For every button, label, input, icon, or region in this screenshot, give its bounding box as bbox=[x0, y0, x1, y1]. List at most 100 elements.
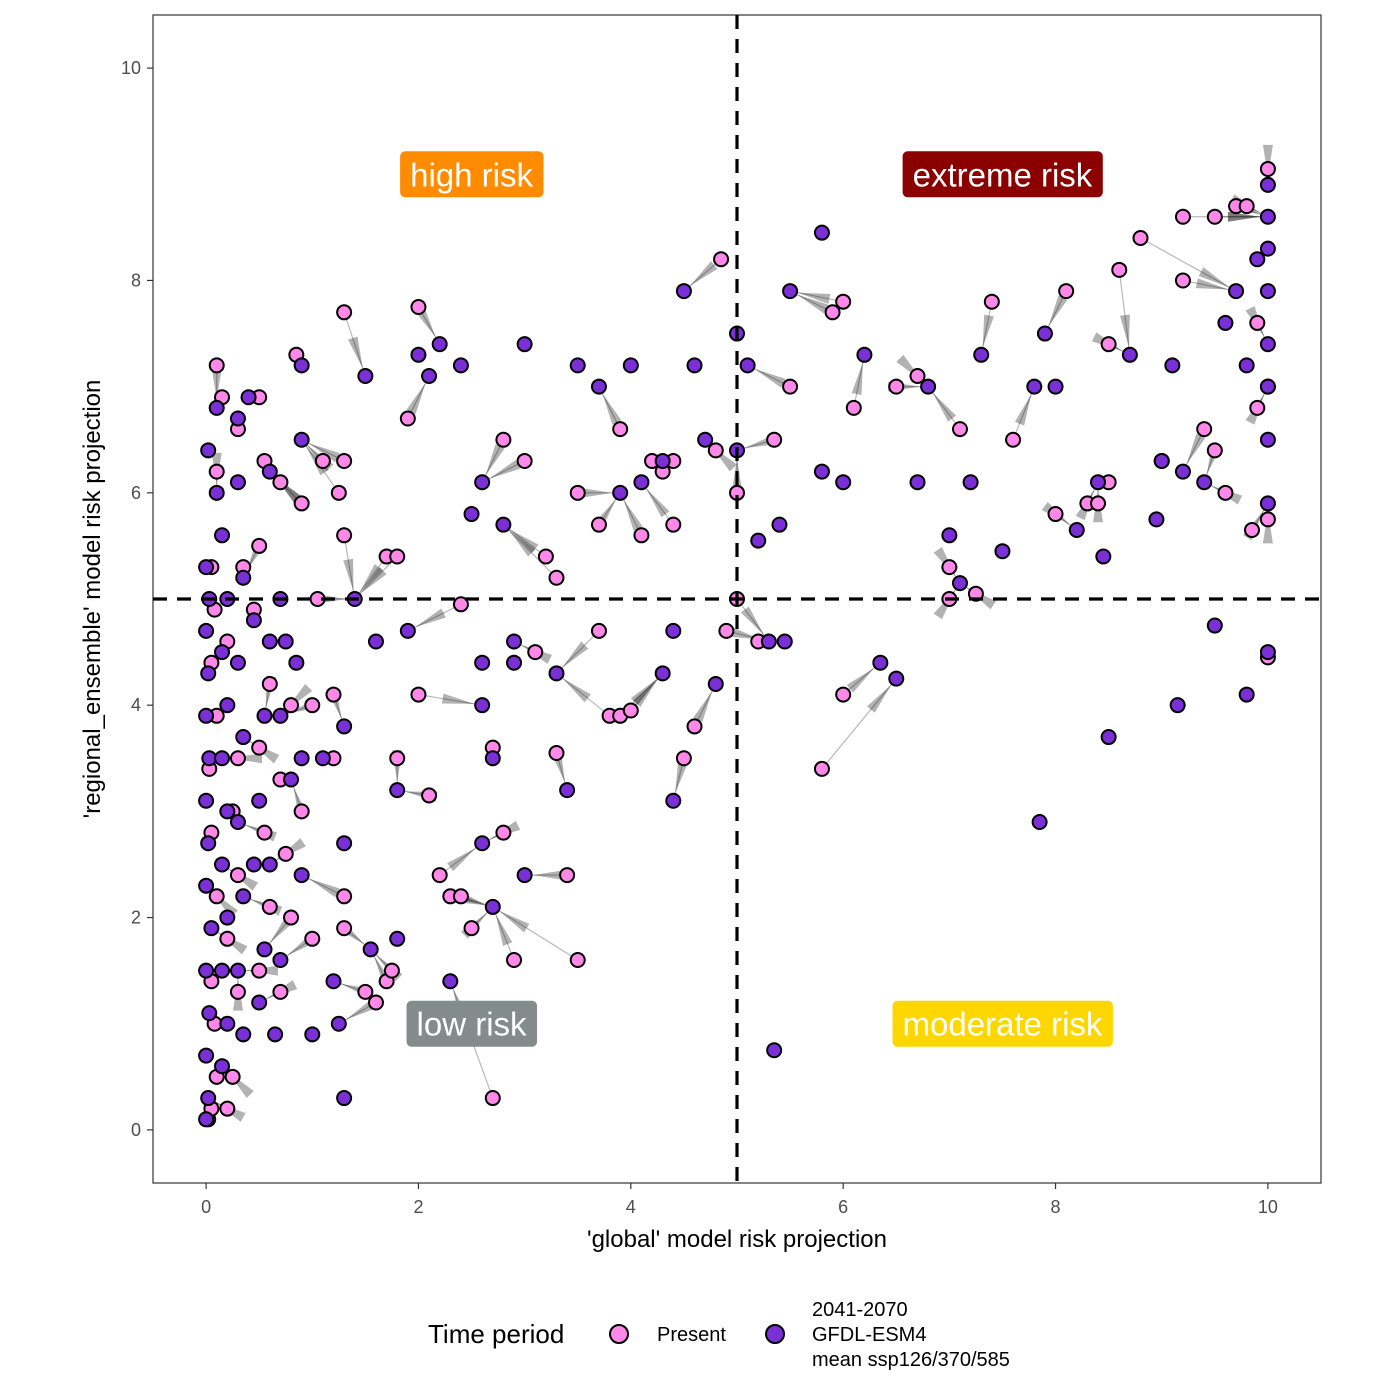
change-arrow-head bbox=[562, 678, 591, 703]
point-present bbox=[208, 463, 225, 480]
change-arrow-head bbox=[754, 368, 786, 388]
point-future bbox=[229, 813, 246, 830]
point-present bbox=[1206, 208, 1223, 225]
point-present bbox=[590, 516, 607, 533]
point-future bbox=[951, 575, 968, 592]
point-future bbox=[771, 516, 788, 533]
point-future bbox=[776, 633, 793, 650]
change-arrow-line bbox=[502, 524, 557, 579]
change-arrow-head bbox=[1119, 314, 1130, 347]
point-present bbox=[314, 452, 331, 469]
point-future bbox=[251, 792, 268, 809]
point-present bbox=[219, 1100, 236, 1117]
point-future bbox=[389, 930, 406, 947]
point-present bbox=[304, 697, 321, 714]
point-future bbox=[675, 283, 692, 300]
change-arrow-head bbox=[499, 911, 530, 933]
point-present bbox=[559, 867, 576, 884]
point-future bbox=[293, 357, 310, 374]
point-future bbox=[214, 644, 231, 661]
change-arrow-head bbox=[632, 679, 658, 707]
point-future bbox=[1047, 378, 1064, 395]
point-future bbox=[872, 654, 889, 671]
change-arrow-head bbox=[360, 567, 387, 594]
change-arrow-head bbox=[441, 693, 475, 704]
point-present bbox=[336, 888, 353, 905]
change-arrow-head bbox=[347, 336, 363, 369]
point-future bbox=[856, 346, 873, 363]
point-future bbox=[219, 803, 236, 820]
point-future bbox=[1068, 521, 1085, 538]
data-points bbox=[198, 160, 1276, 1128]
point-future bbox=[1259, 336, 1276, 353]
point-present bbox=[1174, 272, 1191, 289]
point-future bbox=[1217, 314, 1234, 331]
point-present bbox=[665, 516, 682, 533]
point-present bbox=[452, 888, 469, 905]
point-present bbox=[622, 702, 639, 719]
point-future bbox=[1121, 346, 1138, 363]
x-tick-label: 8 bbox=[1051, 1197, 1061, 1217]
point-future bbox=[463, 506, 480, 523]
point-future bbox=[367, 633, 384, 650]
point-future bbox=[1259, 283, 1276, 300]
point-future bbox=[314, 750, 331, 767]
point-present bbox=[612, 421, 629, 438]
point-future bbox=[495, 516, 512, 533]
point-future bbox=[198, 792, 215, 809]
change-arrow-head bbox=[211, 367, 222, 400]
point-future bbox=[813, 224, 830, 241]
legend-label-future-line-2: GFDL-ESM4 bbox=[812, 1324, 926, 1346]
y-axis-ticks: 0 2 4 6 8 10 bbox=[121, 58, 153, 1140]
change-arrow-line bbox=[1118, 269, 1131, 355]
point-present bbox=[357, 983, 374, 1000]
point-future bbox=[1238, 357, 1255, 374]
point-future bbox=[1036, 325, 1053, 342]
point-future bbox=[612, 484, 629, 501]
change-arrow-head bbox=[982, 314, 994, 347]
point-present bbox=[516, 452, 533, 469]
point-future bbox=[474, 474, 491, 491]
change-arrow-head bbox=[693, 691, 713, 722]
point-present bbox=[251, 537, 268, 554]
point-future bbox=[198, 1047, 215, 1064]
point-present bbox=[336, 920, 353, 937]
point-present bbox=[845, 399, 862, 416]
point-present bbox=[569, 484, 586, 501]
point-future bbox=[256, 941, 273, 958]
point-present bbox=[813, 760, 830, 777]
point-future bbox=[214, 856, 231, 873]
point-present bbox=[983, 293, 1000, 310]
point-present bbox=[633, 527, 650, 544]
point-present bbox=[389, 548, 406, 565]
point-present bbox=[548, 744, 565, 761]
point-present bbox=[1196, 421, 1213, 438]
change-arrow-head bbox=[689, 261, 718, 286]
change-arrow-head bbox=[1186, 433, 1206, 465]
change-arrow-line bbox=[439, 842, 483, 876]
change-arrow-head bbox=[308, 878, 340, 898]
change-arrow-head bbox=[1014, 394, 1032, 426]
point-future bbox=[766, 1042, 783, 1059]
point-present bbox=[325, 686, 342, 703]
point-present bbox=[941, 559, 958, 576]
y-tick-label: 6 bbox=[131, 483, 141, 503]
change-arrow-head bbox=[1198, 267, 1230, 288]
change-arrow-head bbox=[580, 487, 613, 498]
point-present bbox=[1111, 261, 1128, 278]
point-future bbox=[1095, 548, 1112, 565]
point-present bbox=[277, 845, 294, 862]
change-arrow-head bbox=[851, 362, 863, 395]
change-arrow-line bbox=[1182, 279, 1237, 292]
point-future bbox=[362, 941, 379, 958]
point-future bbox=[219, 697, 236, 714]
point-future bbox=[389, 782, 406, 799]
point-future bbox=[198, 877, 215, 894]
point-future bbox=[548, 665, 565, 682]
point-present bbox=[766, 431, 783, 448]
point-future bbox=[750, 532, 767, 549]
legend-label-present: Present bbox=[657, 1324, 726, 1346]
legend-key-present bbox=[609, 1324, 629, 1344]
point-future bbox=[325, 973, 342, 990]
point-present bbox=[718, 622, 735, 639]
